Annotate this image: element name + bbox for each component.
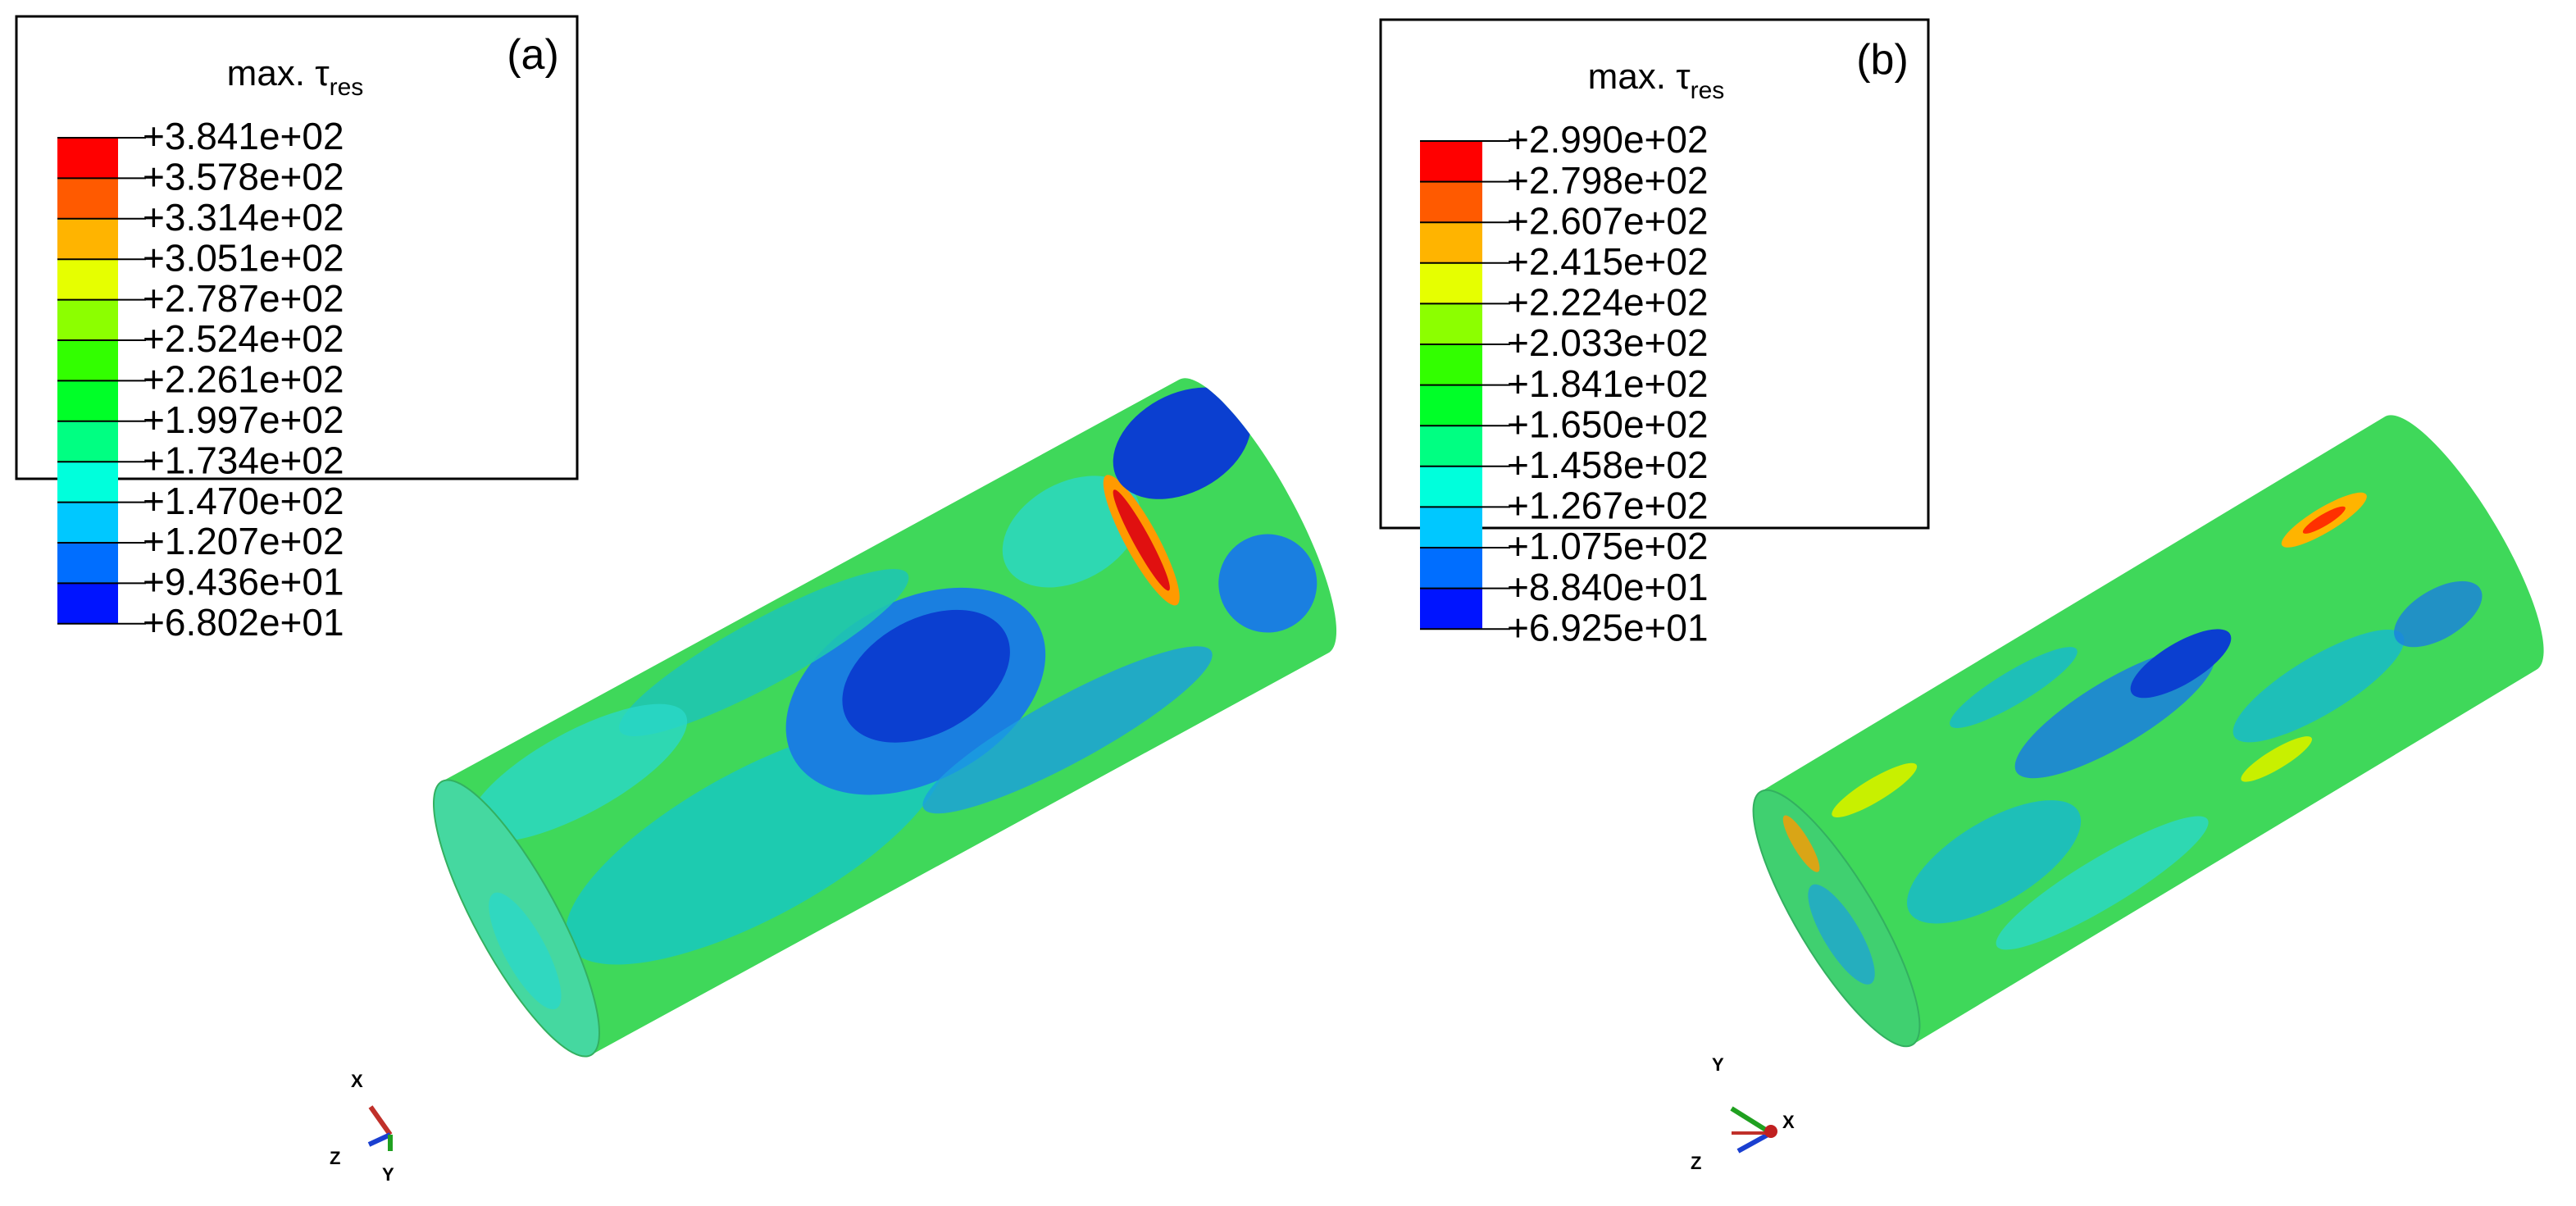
- axis-label: Z: [1691, 1153, 1701, 1173]
- legend-value: +2.990e+02: [1507, 118, 1709, 161]
- legend-title: max. τres: [1588, 57, 1725, 104]
- legend-band: [57, 462, 118, 503]
- legend-band: [1420, 385, 1482, 426]
- legend-band: [57, 340, 118, 381]
- legend-band: [1420, 548, 1482, 589]
- legend-value: +3.051e+02: [143, 236, 344, 279]
- legend-value: +2.787e+02: [143, 277, 344, 320]
- legend-band: [57, 178, 118, 219]
- legend-band: [1420, 262, 1482, 304]
- legend-scale: +2.990e+02+2.798e+02+2.607e+02+2.415e+02…: [1420, 118, 1709, 649]
- contour-model: [1752, 396, 2571, 1048]
- legend-value: +1.267e+02: [1507, 485, 1709, 527]
- legend-value: +2.415e+02: [1507, 240, 1709, 283]
- legend-value: +6.802e+01: [143, 601, 344, 644]
- legend-band: [1420, 344, 1482, 385]
- contour-model: [433, 360, 1364, 1058]
- legend-value: +8.840e+01: [1507, 566, 1709, 608]
- legend-band: [1420, 141, 1482, 182]
- legend-value: +3.578e+02: [143, 156, 344, 198]
- legend-band: [57, 259, 118, 300]
- legend-band: [1420, 181, 1482, 223]
- legend-band: [1420, 466, 1482, 507]
- legend-band: [57, 380, 118, 421]
- legend-value: +1.207e+02: [143, 520, 344, 562]
- legend-value: +2.798e+02: [1507, 159, 1709, 202]
- legend-value: +1.075e+02: [1507, 525, 1709, 567]
- legend-value: +3.841e+02: [143, 115, 344, 157]
- legend-title-sub: res: [330, 74, 364, 101]
- panel-label: (b): [1856, 36, 1909, 84]
- legend-band: [57, 421, 118, 462]
- legend-value: +1.650e+02: [1507, 403, 1709, 445]
- legend-value: +3.314e+02: [143, 196, 344, 239]
- legend-value: +2.261e+02: [143, 358, 344, 401]
- legend-title-main: max. τ: [227, 53, 330, 93]
- axis-label: Y: [382, 1164, 394, 1185]
- axis-label: X: [1782, 1112, 1795, 1132]
- legend-band: [1420, 507, 1482, 548]
- legend-title-main: max. τ: [1588, 57, 1691, 97]
- legend-value: +1.997e+02: [143, 398, 344, 441]
- legend-title: max. τres: [227, 53, 364, 101]
- legend-value: +6.925e+01: [1507, 606, 1709, 649]
- legend-band: [57, 583, 118, 624]
- axis-triad: X Z Y: [330, 1071, 394, 1185]
- legend-value: +2.607e+02: [1507, 199, 1709, 242]
- legend-value: +1.458e+02: [1507, 444, 1709, 486]
- legend-value: +1.841e+02: [1507, 362, 1709, 405]
- legend-band: [57, 299, 118, 340]
- legend-value: +9.436e+01: [143, 561, 344, 603]
- axis-label: Y: [1712, 1054, 1724, 1075]
- legend-scale: +3.841e+02+3.578e+02+3.314e+02+3.051e+02…: [57, 115, 344, 644]
- legend-band: [57, 502, 118, 543]
- legend-band: [57, 543, 118, 584]
- legend-band: [1420, 222, 1482, 263]
- legend-value: +2.524e+02: [143, 317, 344, 360]
- legend-value: +2.033e+02: [1507, 321, 1709, 364]
- legend-title-sub: res: [1691, 77, 1725, 104]
- legend-value: +2.224e+02: [1507, 281, 1709, 324]
- legend-value: +1.470e+02: [143, 480, 344, 522]
- axis-label: X: [351, 1071, 363, 1091]
- panel-label: (a): [507, 31, 559, 79]
- legend-band: [1420, 303, 1482, 344]
- legend-band: [57, 138, 118, 179]
- legend-band: [1420, 588, 1482, 630]
- axis-label: Z: [330, 1148, 340, 1168]
- legend-value: +1.734e+02: [143, 439, 344, 481]
- axis-triad: Y Z X: [1691, 1054, 1795, 1173]
- legend-band: [57, 218, 118, 260]
- legend-band: [1420, 426, 1482, 466]
